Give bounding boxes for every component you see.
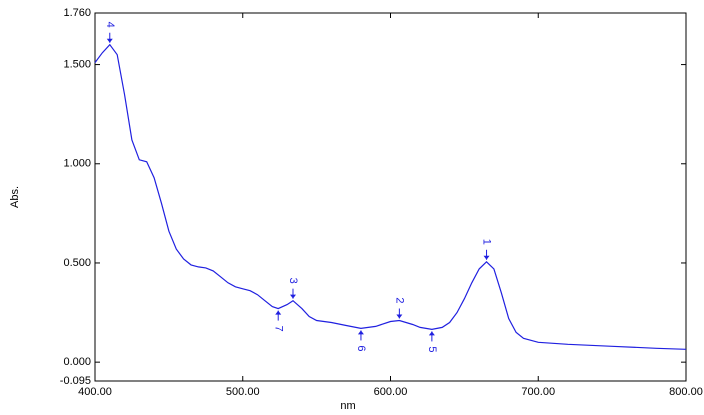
x-tick-label: 500.00	[226, 386, 260, 398]
y-tick-label: 1.500	[63, 58, 91, 70]
peak-label: 7	[272, 326, 284, 332]
peak-arrow-head	[275, 311, 281, 315]
y-tick-label: 0.000	[63, 356, 91, 368]
x-tick-label: 700.00	[521, 386, 555, 398]
spectrum-line	[95, 45, 686, 350]
peak-label: 5	[426, 346, 438, 352]
peak-arrow-head	[396, 314, 402, 318]
peak-arrow-head	[358, 330, 364, 334]
peak-label: 6	[355, 345, 367, 351]
peak-label: 3	[287, 278, 299, 284]
peak-label: 4	[104, 22, 116, 28]
peak-arrow-head	[107, 39, 113, 43]
y-axis-label: Abs.	[9, 186, 21, 208]
chart: nm Abs. -0.0950.0000.5001.0001.5001.7604…	[0, 0, 704, 415]
peak-arrow-head	[290, 295, 296, 299]
x-axis-label: nm	[340, 400, 355, 412]
peak-arrow-head	[429, 331, 435, 335]
peak-arrow-head	[484, 256, 490, 260]
x-tick-label: 600.00	[374, 386, 408, 398]
peak-label: 2	[393, 297, 405, 303]
y-tick-label: 1.760	[63, 7, 91, 19]
y-tick-label: 0.500	[63, 257, 91, 269]
y-tick-label: 1.000	[63, 158, 91, 170]
peak-label: 1	[481, 239, 493, 245]
x-tick-label: 400.00	[78, 386, 112, 398]
plot-frame	[95, 13, 686, 381]
x-tick-label: 800.00	[669, 386, 703, 398]
